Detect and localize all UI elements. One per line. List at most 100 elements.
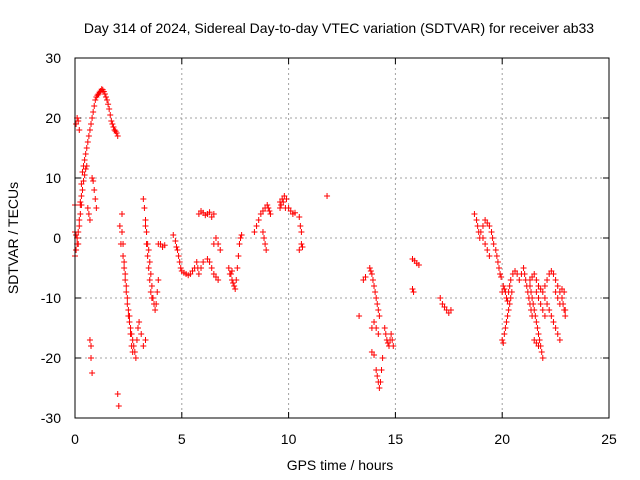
data-point: [259, 229, 266, 235]
data-point: [528, 289, 535, 295]
data-point: [381, 325, 388, 331]
data-point: [107, 112, 114, 118]
data-point: [521, 271, 528, 277]
data-point: [230, 280, 237, 286]
data-point: [140, 196, 147, 202]
data-point: [539, 355, 546, 361]
data-point: [115, 403, 122, 409]
data-point: [138, 331, 145, 337]
data-point: [562, 307, 569, 313]
data-point: [105, 101, 112, 108]
data-point: [536, 337, 543, 343]
data-point: [548, 313, 555, 319]
gridlines: [75, 58, 609, 418]
data-point: [520, 265, 527, 271]
data-point: [108, 118, 115, 124]
data-point: [88, 355, 95, 361]
data-point: [550, 271, 557, 277]
data-point: [362, 274, 369, 280]
data-point: [91, 187, 98, 193]
data-point: [277, 205, 284, 211]
data-point: [136, 319, 143, 325]
data-point: [76, 223, 83, 229]
data-point: [378, 367, 385, 373]
data-point: [142, 217, 149, 223]
data-point: [106, 106, 113, 112]
data-point: [495, 265, 502, 271]
data-point: [143, 241, 150, 247]
data-point: [473, 217, 480, 223]
data-point: [154, 289, 161, 295]
data-point: [195, 271, 202, 277]
data-point: [145, 265, 152, 271]
data-point: [501, 331, 508, 337]
data-point: [366, 265, 373, 271]
data-point: [497, 271, 504, 277]
data-point: [84, 139, 91, 145]
data-point: [89, 370, 96, 376]
data-point: [389, 337, 396, 343]
data-point: [114, 391, 121, 397]
data-point: [232, 286, 239, 292]
data-point: [447, 307, 454, 313]
data-point: [556, 301, 563, 307]
data-point: [546, 307, 553, 313]
data-point: [206, 209, 213, 216]
data-point: [561, 289, 568, 295]
data-point: [554, 331, 561, 337]
data-point: [503, 319, 510, 325]
data-point: [236, 241, 243, 247]
data-point: [550, 319, 557, 325]
data-point: [128, 343, 135, 349]
data-point: [552, 289, 559, 295]
data-point: [132, 355, 139, 361]
data-point: [120, 241, 127, 247]
data-point: [283, 196, 290, 202]
data-point: [375, 307, 382, 313]
data-point: [177, 265, 184, 271]
data-point: [76, 127, 83, 133]
data-point: [142, 337, 149, 343]
x-tick-labels: 0 5 10 15 20 25: [71, 431, 617, 447]
data-point: [526, 283, 533, 289]
data-point: [534, 325, 541, 331]
data-point: [122, 277, 129, 283]
data-point: [81, 172, 88, 178]
data-point: [88, 343, 95, 349]
data-point: [264, 202, 271, 208]
data-point: [371, 352, 378, 358]
data-point: [75, 241, 82, 247]
data-point: [125, 307, 132, 313]
data-point: [504, 313, 511, 319]
data-point: [500, 283, 507, 289]
data-point: [499, 337, 506, 343]
data-point: [488, 229, 495, 235]
data-point: [297, 223, 304, 229]
data-point: [206, 259, 213, 265]
data-point: [75, 118, 82, 124]
data-point: [484, 247, 491, 253]
data-point: [84, 205, 91, 211]
data-point: [212, 235, 219, 241]
data-point: [296, 214, 303, 220]
y-tick-label: -10: [41, 290, 61, 306]
data-point: [262, 241, 269, 247]
data-point: [531, 271, 538, 277]
y-tick-labels: -30 -20 -10 0 10 20 30: [41, 50, 61, 426]
data-point: [118, 211, 125, 217]
data-point: [537, 301, 544, 307]
data-point: [82, 151, 89, 157]
data-point: [493, 253, 500, 259]
data-point: [494, 259, 501, 265]
data-point: [147, 289, 154, 295]
data-point: [73, 232, 80, 238]
data-point: [373, 295, 380, 301]
data-point: [292, 209, 299, 216]
data-point: [233, 277, 240, 283]
data-point: [102, 94, 109, 100]
data-point: [225, 265, 232, 271]
x-tick-label: 5: [178, 431, 186, 447]
data-point: [174, 247, 181, 253]
data-point: [155, 277, 162, 283]
data-point: [89, 175, 96, 181]
